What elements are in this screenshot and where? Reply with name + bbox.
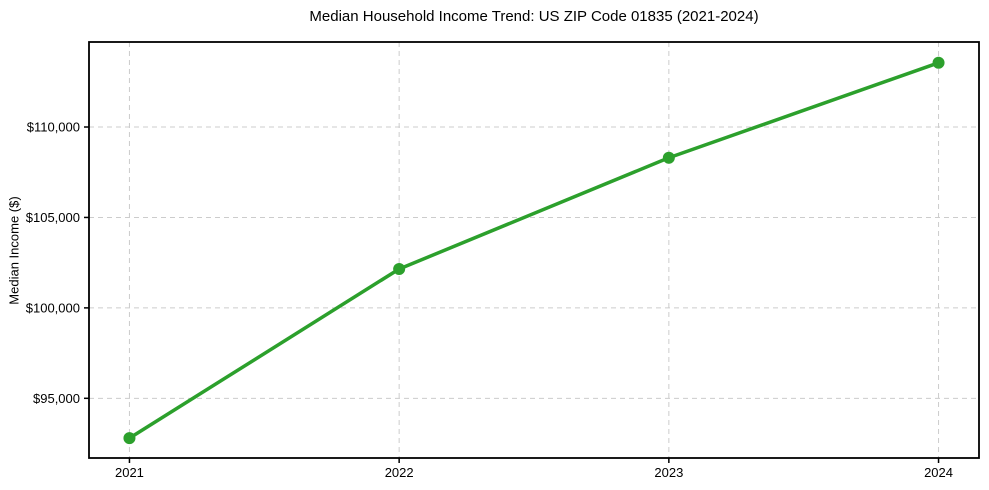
- data-line: [127, 61, 941, 440]
- plot-border: [88, 41, 980, 459]
- x-tick-label: 2024: [924, 465, 953, 480]
- y-tick-label: $110,000: [27, 120, 80, 135]
- x-tick-label: 2021: [115, 465, 144, 480]
- chart-title: Median Household Income Trend: US ZIP Co…: [309, 8, 759, 25]
- data-point-2022: [393, 262, 406, 275]
- x-tick-label: 2023: [654, 465, 683, 480]
- data-point-2023: [662, 151, 675, 164]
- data-point-2021: [123, 432, 136, 445]
- x-tick-label: 2022: [385, 465, 414, 480]
- y-tick-label: $95,000: [33, 391, 80, 406]
- data-point-2024: [932, 56, 945, 69]
- y-tick-label: $100,000: [26, 300, 80, 315]
- y-tick-label: $105,000: [26, 210, 80, 225]
